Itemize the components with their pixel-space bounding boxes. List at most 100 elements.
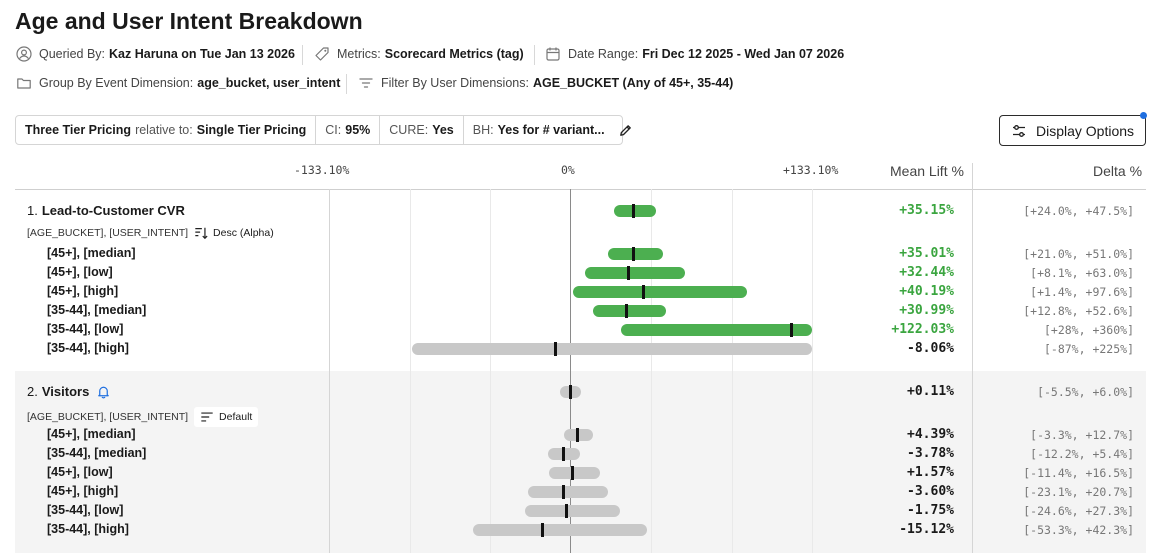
delta-range: [+21.0%, +51.0%] <box>1023 247 1134 261</box>
mean-marker <box>561 447 565 461</box>
metric-title[interactable]: 2. Visitors <box>27 384 111 399</box>
display-options-button[interactable]: Display Options <box>999 115 1146 146</box>
meta-divider <box>346 74 347 94</box>
mean-lift-value: -1.75% <box>907 503 954 518</box>
breakdown-row-label[interactable]: [45+], [high] <box>47 284 119 298</box>
confidence-interval-bar <box>528 485 608 499</box>
date-range-value: Fri Dec 12 2025 - Wed Jan 07 2026 <box>642 47 845 61</box>
confidence-interval-bar <box>572 285 748 299</box>
relative-to-label: relative to: <box>135 123 193 137</box>
mean-lift-header[interactable]: Mean Lift % <box>890 163 964 179</box>
delta-range: [+1.4%, +97.6%] <box>1030 285 1134 299</box>
confidence-interval-bar <box>564 428 594 442</box>
dimensions-label: [AGE_BUCKET], [USER_INTENT] <box>27 227 189 239</box>
delta-range: [-53.3%, +42.3%] <box>1023 523 1134 537</box>
sort-order-button[interactable]: Desc (Alpha) <box>194 226 274 240</box>
mean-lift-value: +40.19% <box>899 284 954 299</box>
breakdown-row-label[interactable]: [35-44], [median] <box>47 446 147 460</box>
mean-marker <box>624 304 628 318</box>
queried-by-label: Queried By: <box>39 47 106 61</box>
dimensions-label: [AGE_BUCKET], [USER_INTENT] <box>27 411 189 423</box>
confidence-interval-bar <box>593 304 666 318</box>
mean-marker <box>576 428 580 442</box>
confidence-interval-bar <box>411 342 812 356</box>
sort-order-button[interactable]: Default <box>194 407 259 427</box>
breakdown-row-label[interactable]: [45+], [median] <box>47 427 136 441</box>
metric-name: Lead-to-Customer CVR <box>41 203 185 218</box>
comparison-summary[interactable]: Three Tier Pricing relative to: Single T… <box>15 115 631 145</box>
delta-range: [-23.1%, +20.7%] <box>1023 485 1134 499</box>
axis-tick-zero: 0% <box>561 163 575 177</box>
calendar-icon <box>546 47 560 61</box>
delta-range: [+8.1%, +63.0%] <box>1030 266 1134 280</box>
breakdown-row-label[interactable]: [35-44], [low] <box>47 503 124 517</box>
mean-marker <box>571 466 575 480</box>
mean-marker <box>632 247 636 261</box>
metric-dimensions: [AGE_BUCKET], [USER_INTENT] Desc (Alpha) <box>27 226 274 240</box>
ci-label: CI: <box>325 123 342 137</box>
breakdown-row-label[interactable]: [45+], [low] <box>47 265 113 279</box>
grid-line <box>812 189 813 553</box>
breakdown-row-label[interactable]: [35-44], [high] <box>47 522 129 536</box>
bh-segment: BH: Yes for # variant... <box>464 116 614 144</box>
delta-column-divider <box>972 163 973 553</box>
metric-title[interactable]: 1. Lead-to-Customer CVR <box>27 203 185 218</box>
page-title: Age and User Intent Breakdown <box>15 8 363 34</box>
delta-range: [-11.4%, +16.5%] <box>1023 466 1134 480</box>
sort-desc-icon <box>195 227 208 240</box>
confidence-interval-bar <box>525 504 620 518</box>
filter-label: Filter By User Dimensions: <box>381 76 529 90</box>
mean-marker <box>627 266 631 280</box>
delta-range: [-5.5%, +6.0%] <box>1037 385 1134 399</box>
folder-icon <box>17 78 31 89</box>
user-icon <box>16 46 32 62</box>
cure-segment: CURE: Yes <box>380 116 464 144</box>
grid-line <box>490 189 491 553</box>
filter-icon <box>359 78 373 88</box>
mean-marker <box>540 523 544 537</box>
meta-divider <box>534 45 535 65</box>
confidence-interval-bar <box>547 447 580 461</box>
bell-icon[interactable] <box>96 384 111 399</box>
sort-default-icon <box>201 412 213 422</box>
mean-marker <box>641 285 645 299</box>
variant-name: Three Tier Pricing <box>25 123 132 137</box>
mean-lift-value: -15.12% <box>899 522 954 537</box>
mean-lift-value: +122.03% <box>891 322 954 337</box>
edit-icon[interactable] <box>618 123 633 138</box>
delta-range: [+28%, +360%] <box>1043 323 1134 337</box>
breakdown-row-label[interactable]: [35-44], [high] <box>47 341 129 355</box>
breakdown-row-label[interactable]: [45+], [low] <box>47 465 113 479</box>
confidence-interval-bar <box>613 204 657 218</box>
grid-line <box>410 189 411 553</box>
metrics-value: Scorecard Metrics (tag) <box>384 47 524 61</box>
mean-lift-value: -3.60% <box>907 484 954 499</box>
zero-line <box>570 189 571 553</box>
mean-lift-value: +4.39% <box>907 427 954 442</box>
baseline-name: Single Tier Pricing <box>196 123 307 137</box>
axis-tick-max: +133.10% <box>783 163 839 177</box>
confidence-interval-bar <box>620 323 812 337</box>
date-range: Date Range: Fri Dec 12 2025 - Wed Jan 07… <box>545 46 844 62</box>
bh-label: BH: <box>472 123 494 137</box>
group-by: Group By Event Dimension: age_bucket, us… <box>16 75 340 91</box>
group-by-value: age_bucket, user_intent <box>197 76 341 90</box>
delta-header[interactable]: Delta % <box>1093 163 1143 179</box>
meta-divider <box>302 45 303 65</box>
grid-line <box>732 189 733 553</box>
breakdown-row-label[interactable]: [35-44], [median] <box>47 303 147 317</box>
breakdown-row-label[interactable]: [45+], [high] <box>47 484 119 498</box>
ci-segment: CI: 95% <box>316 116 381 144</box>
delta-range: [-24.6%, +27.3%] <box>1023 504 1134 518</box>
delta-range: [-12.2%, +5.4%] <box>1030 447 1134 461</box>
breakdown-row-label[interactable]: [45+], [median] <box>47 246 136 260</box>
metric-section-background <box>15 371 1146 553</box>
mean-lift-value: -3.78% <box>907 446 954 461</box>
mean-marker <box>561 485 565 499</box>
notification-dot <box>1140 112 1147 119</box>
delta-range: [+12.8%, +52.6%] <box>1023 304 1134 318</box>
mean-lift-value: +0.11% <box>907 384 954 399</box>
metric-dimensions: [AGE_BUCKET], [USER_INTENT] Default <box>27 407 259 427</box>
breakdown-row-label[interactable]: [35-44], [low] <box>47 322 124 336</box>
delta-range: [-87%, +225%] <box>1043 342 1134 356</box>
